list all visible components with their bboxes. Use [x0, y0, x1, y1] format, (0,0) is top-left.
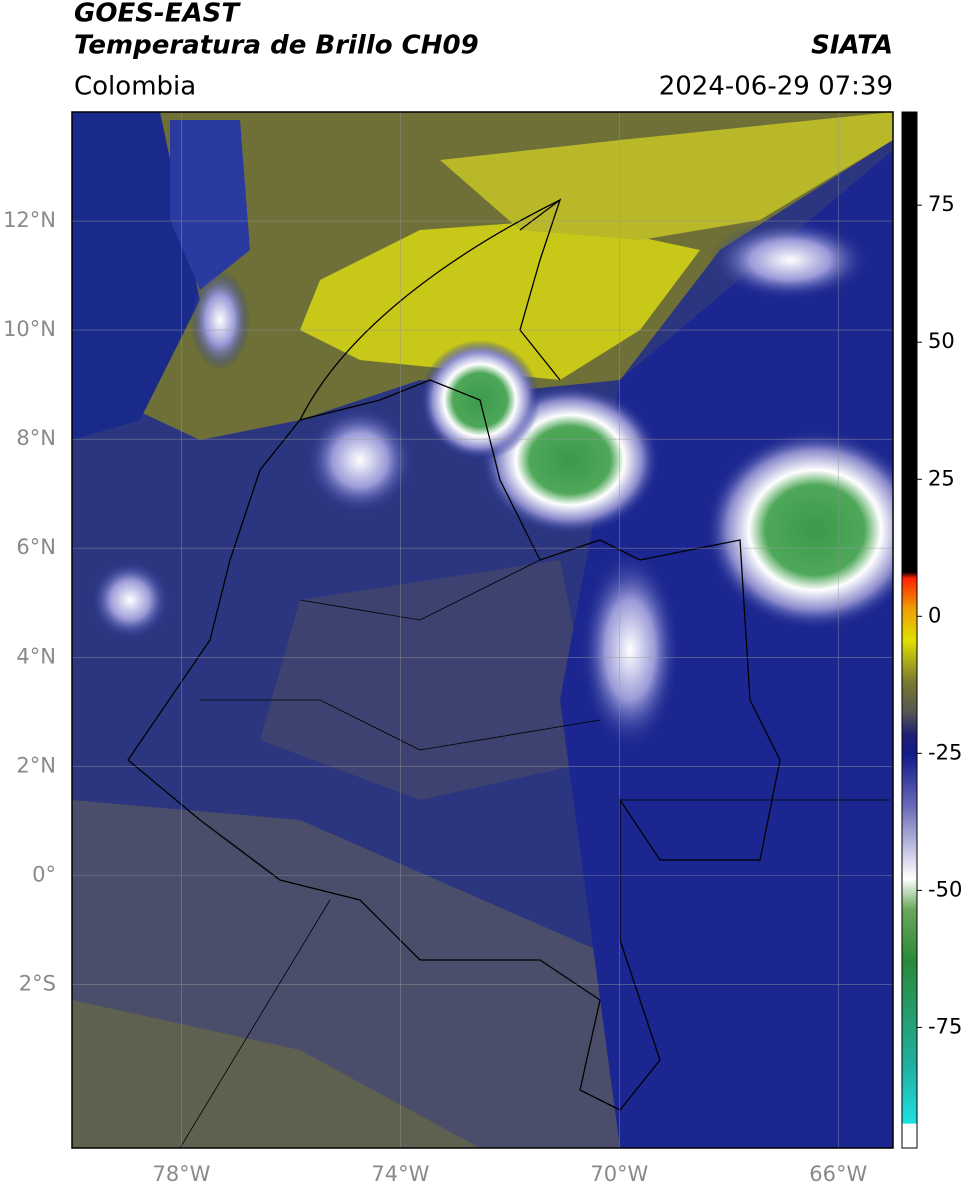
colorbar-tick-label: -50	[928, 877, 962, 901]
colorbar	[901, 111, 918, 1149]
satellite-image	[72, 112, 893, 1148]
y-tick-label: 10°N	[3, 317, 56, 341]
colorbar-tick-label: 25	[928, 466, 955, 490]
y-tick-label: 2°S	[19, 971, 56, 995]
x-tick-label: 66°W	[809, 1162, 867, 1186]
timestamp: 2024-06-29 07:39	[659, 72, 893, 102]
y-tick-label: 0°	[32, 862, 56, 886]
colorbar-tick-label: -75	[928, 1014, 962, 1038]
y-tick-label: 2°N	[16, 753, 56, 777]
y-tick-label: 12°N	[3, 208, 56, 232]
region: Colombia	[74, 72, 196, 102]
x-tick-label: 70°W	[590, 1162, 648, 1186]
colorbar-tick-label: 75	[928, 192, 955, 216]
agency: SIATA	[811, 31, 893, 61]
x-tick-label: 78°W	[152, 1162, 210, 1186]
map-frame	[71, 111, 894, 1149]
grid	[72, 112, 893, 1148]
y-tick-label: 6°N	[16, 535, 56, 559]
colorbar-tick-label: 50	[928, 329, 955, 353]
colorbar-tick-label: -25	[928, 740, 962, 764]
x-tick-label: 74°W	[371, 1162, 429, 1186]
colorbar-tick-label: 0	[928, 603, 941, 627]
y-tick-label: 8°N	[16, 426, 56, 450]
title: GOES-EAST	[74, 0, 241, 29]
subtitle: Temperatura de Brillo CH09	[74, 31, 479, 61]
y-tick-label: 4°N	[16, 644, 56, 668]
